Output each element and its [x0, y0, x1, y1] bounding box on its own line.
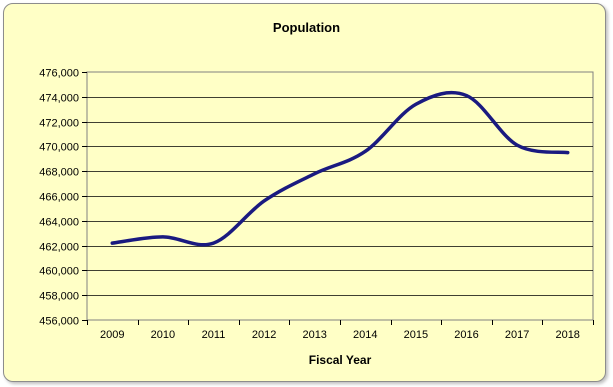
data-point	[566, 151, 570, 155]
y-tick-label: 460,000	[39, 266, 79, 278]
x-axis-title: Fiscal Year	[308, 353, 372, 367]
chart-area	[3, 3, 606, 382]
y-tick-label: 472,000	[39, 118, 79, 130]
x-tick-label: 2013	[302, 329, 326, 341]
y-tick-label: 470,000	[39, 142, 79, 154]
y-tick-label: 456,000	[39, 316, 79, 328]
y-tick-label: 462,000	[39, 242, 79, 254]
x-tick-label: 2011	[202, 329, 226, 341]
y-tick-label: 458,000	[39, 291, 79, 303]
y-tick-label: 466,000	[39, 192, 79, 204]
chart-title: Population	[272, 20, 341, 35]
data-point	[110, 241, 114, 245]
y-tick-label: 476,000	[39, 68, 79, 80]
data-point	[313, 172, 317, 176]
plot-border	[86, 71, 594, 321]
x-tick-label: 2010	[151, 329, 175, 341]
x-tick-label: 2012	[252, 329, 276, 341]
x-tick-label: 2014	[353, 329, 377, 341]
y-tick-label: 464,000	[39, 217, 79, 229]
data-point	[262, 199, 266, 203]
x-tick-label: 2009	[100, 329, 124, 341]
series-line	[110, 90, 570, 247]
data-point	[515, 143, 519, 147]
y-tick-label: 474,000	[39, 93, 79, 105]
x-tick-label: 2015	[404, 329, 428, 341]
y-tick-label: 468,000	[39, 167, 79, 179]
data-point	[212, 241, 215, 245]
data-point	[161, 235, 165, 239]
x-tick-label: 2016	[454, 329, 478, 341]
x-tick-label: 2017	[505, 329, 529, 341]
data-point	[465, 94, 468, 98]
x-tick-label: 2018	[555, 329, 579, 341]
data-point	[414, 102, 418, 106]
data-point	[363, 149, 367, 153]
